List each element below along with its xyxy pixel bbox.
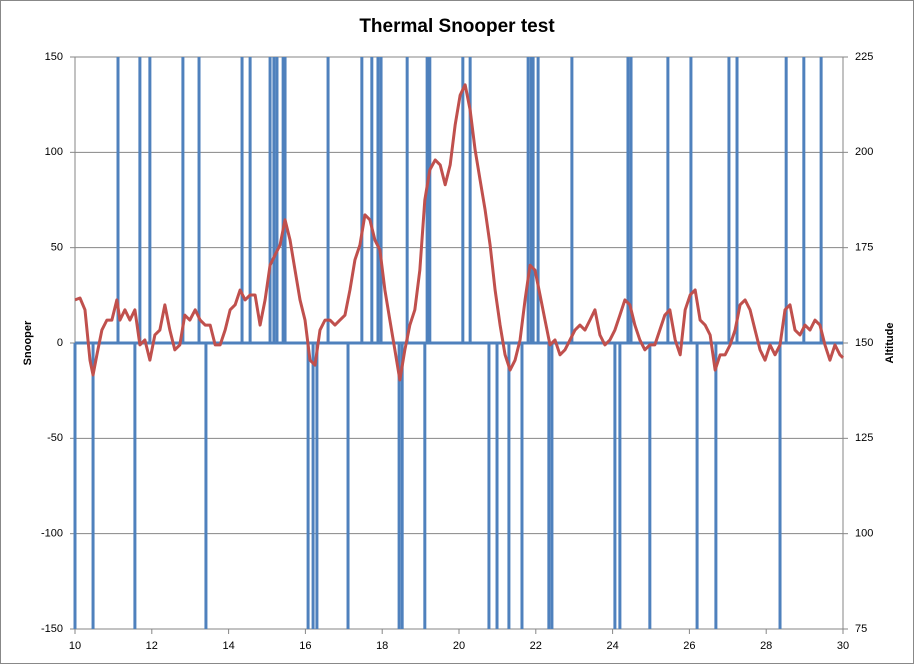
x-tick-label: 22 — [530, 640, 542, 652]
y2-tick-label: 150 — [855, 337, 873, 349]
y-tick-label: 100 — [45, 146, 63, 158]
y2-tick-label: 100 — [855, 528, 873, 540]
x-tick-label: 12 — [146, 640, 158, 652]
y2-tick-label: 175 — [855, 242, 873, 254]
x-tick-label: 28 — [760, 640, 772, 652]
y-tick-label: -100 — [41, 528, 63, 540]
x-tick-label: 16 — [299, 640, 311, 652]
y2-axis-title: Altitude — [884, 323, 896, 364]
x-tick-label: 18 — [376, 640, 388, 652]
y2-tick-label: 225 — [855, 51, 873, 63]
y-axis-title: Snooper — [22, 320, 34, 365]
x-tick-label: 26 — [683, 640, 695, 652]
x-tick-label: 10 — [69, 640, 81, 652]
x-tick-label: 20 — [453, 640, 465, 652]
x-tick-label: 30 — [837, 640, 849, 652]
y-tick-label: 0 — [57, 337, 63, 349]
chart-title: Thermal Snooper test — [359, 16, 555, 37]
y2-tick-label: 125 — [855, 432, 873, 444]
altitude-line — [74, 83, 845, 382]
y-tick-label: 150 — [45, 51, 63, 63]
x-tick-label: 24 — [606, 640, 618, 652]
y2-tick-label: 75 — [855, 623, 867, 635]
y-tick-label: 50 — [51, 242, 63, 254]
x-tick-label: 14 — [222, 640, 234, 652]
y-tick-label: -50 — [47, 432, 63, 444]
y2-tick-label: 200 — [855, 146, 873, 158]
y-tick-label: -150 — [41, 623, 63, 635]
